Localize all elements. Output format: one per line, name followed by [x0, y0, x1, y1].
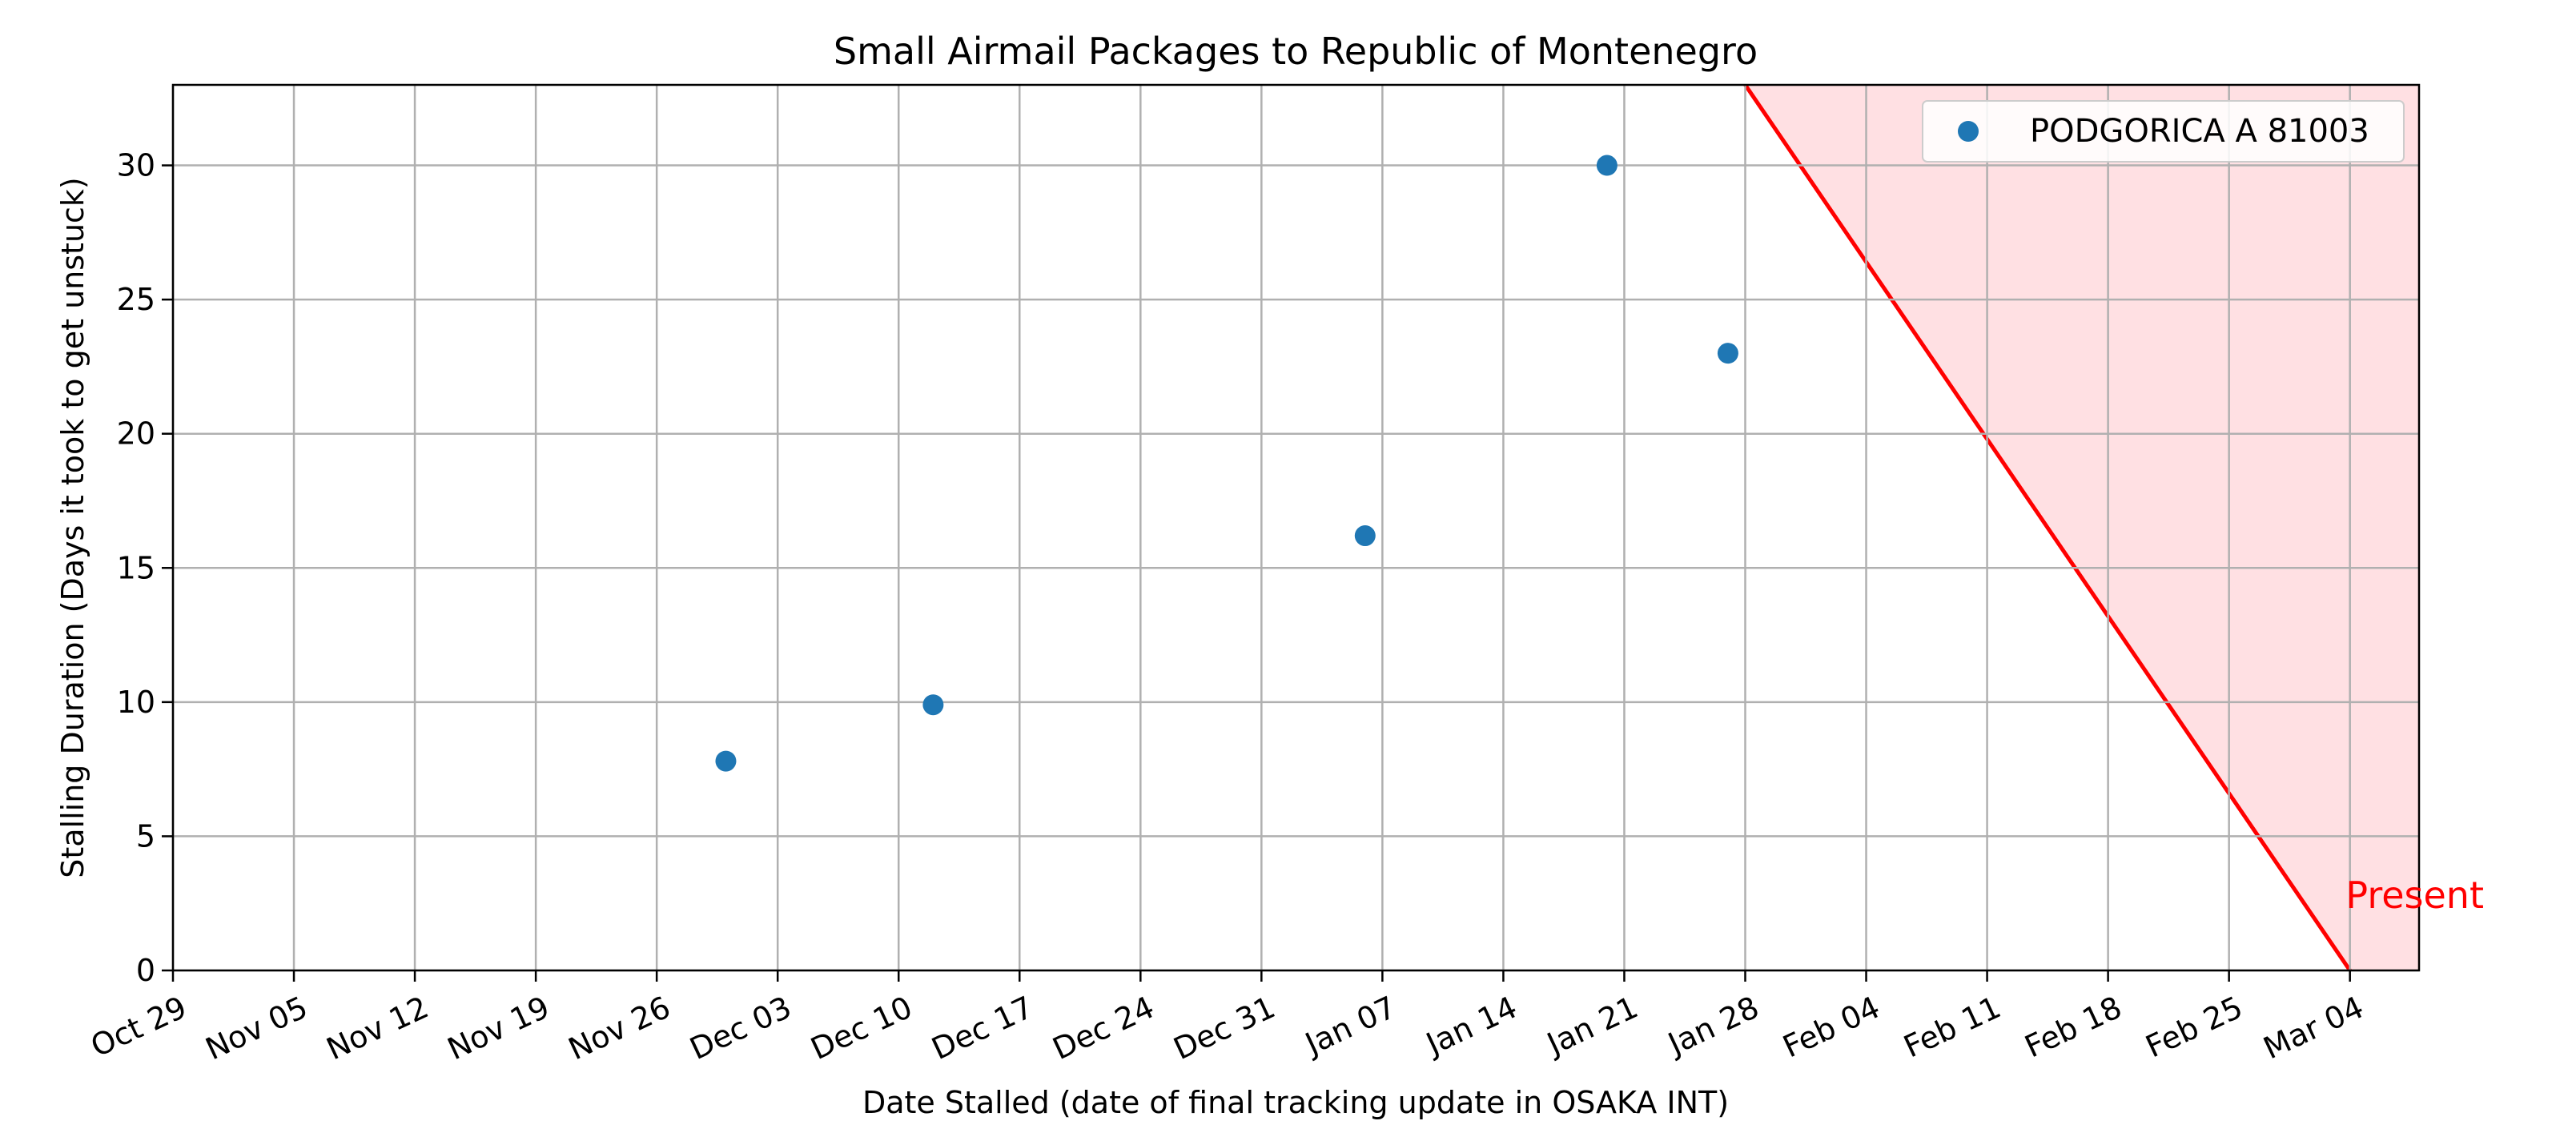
- legend-box: [1922, 100, 2405, 163]
- points-layer: [715, 155, 1738, 772]
- y-tick-label: 10: [117, 685, 155, 720]
- legend-entry-label: PODGORICA A 81003: [2030, 113, 2369, 150]
- present-label: Present: [2345, 874, 2484, 917]
- present-shaded-region: [1745, 85, 2419, 970]
- legend: PODGORICA A 81003: [1922, 100, 2405, 163]
- scatter-point: [1596, 155, 1618, 176]
- scatter-point: [1717, 343, 1738, 364]
- y-axis-label: Stalling Duration (Days it took to get u…: [55, 177, 90, 878]
- x-axis-label: Date Stalled (date of final tracking upd…: [862, 1085, 1729, 1120]
- y-tick-label: 20: [117, 416, 155, 452]
- chart-title: Small Airmail Packages to Republic of Mo…: [834, 30, 1758, 73]
- legend-marker: [1958, 121, 1979, 142]
- present-region-layer: [1743, 85, 2419, 970]
- scatter-point: [715, 750, 737, 772]
- y-tick-label: 0: [136, 953, 155, 988]
- y-tick-label: 30: [117, 148, 155, 183]
- y-tick-label: 5: [136, 818, 155, 854]
- present-line: [1743, 85, 2352, 970]
- scatter-point: [922, 694, 944, 716]
- scatter-point: [1354, 525, 1376, 547]
- y-tick-label: 25: [117, 282, 155, 317]
- plot-frame: [171, 83, 2421, 972]
- y-tick-label: 15: [117, 550, 155, 585]
